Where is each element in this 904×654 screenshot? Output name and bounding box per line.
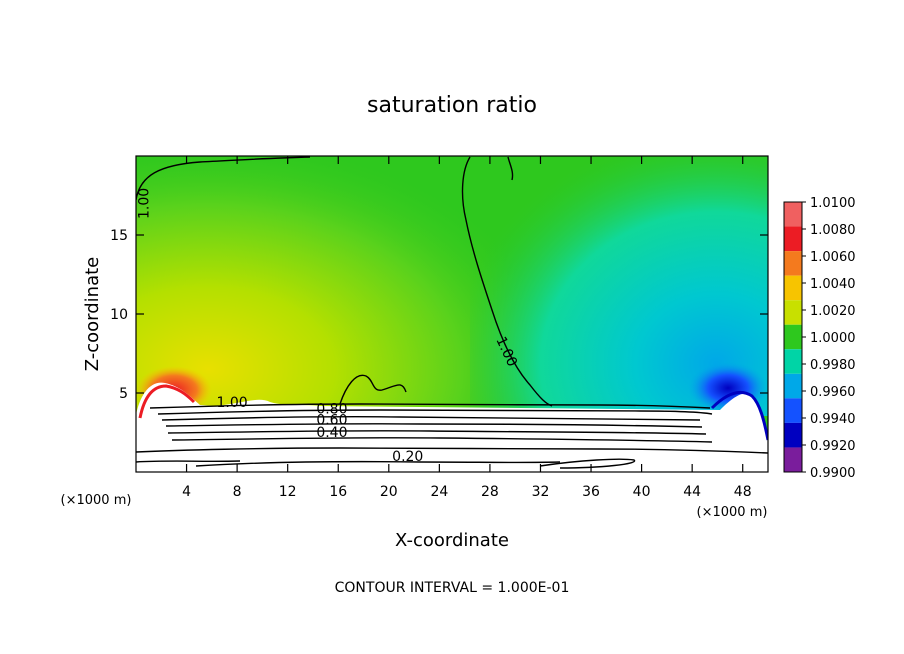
colorbar-label: 1.0000 (810, 331, 856, 346)
colorbar-swatch (784, 300, 802, 325)
colorbar-swatch (784, 226, 802, 252)
x-tick-label: 36 (582, 484, 600, 500)
colorbar-label: 0.9920 (810, 439, 856, 454)
contour-label: 1.00 (137, 188, 153, 219)
colorbar-swatch (784, 447, 802, 472)
colorbar-label: 0.9980 (810, 358, 856, 373)
x-tick-label: 40 (633, 484, 651, 500)
x-tick-label: 24 (430, 484, 448, 500)
colorbar-swatch (784, 422, 802, 448)
x-tick-label: 48 (734, 484, 752, 500)
contour-label: 0.40 (316, 425, 347, 441)
colorbar-label: 1.0040 (810, 277, 856, 292)
y-axis: 5 10 15 (110, 228, 768, 402)
x-tick-label: 12 (279, 484, 297, 500)
x-tick-label: 44 (683, 484, 701, 500)
x-tick-label: 20 (380, 484, 398, 500)
y-tick-label: 5 (119, 386, 128, 402)
colorbar-label: 1.0060 (810, 250, 856, 265)
contour-label: 0.20 (392, 449, 423, 465)
x-unit-left: (×1000 m) (61, 493, 132, 508)
colorbar-swatch (784, 251, 802, 276)
y-tick-label: 15 (110, 228, 128, 244)
colorbar-label: 1.0100 (810, 196, 856, 211)
x-tick-label: 28 (481, 484, 499, 500)
x-tick-label: 4 (182, 484, 191, 500)
x-axis: 4 8 12 16 20 24 28 32 36 40 44 48 (182, 156, 752, 500)
colorbar-label: 0.9940 (810, 412, 856, 427)
x-tick-label: 32 (532, 484, 550, 500)
colorbar-swatch (784, 349, 802, 374)
contour-lines (136, 156, 768, 469)
colorbar-label: 1.0080 (810, 223, 856, 238)
colorbar-swatch (784, 324, 802, 350)
colorbar-swatch (784, 373, 802, 399)
colorbar-swatch (784, 398, 802, 423)
x-tick-label: 8 (233, 484, 242, 500)
x-tick-label: 16 (329, 484, 347, 500)
contour-interval-note: CONTOUR INTERVAL = 1.000E-01 (335, 580, 570, 596)
chart-title: saturation ratio (367, 93, 537, 118)
y-axis-label: Z-coordinate (82, 257, 103, 372)
contour-label: 0.60 (316, 413, 347, 429)
x-axis-label: X-coordinate (395, 530, 509, 551)
colorbar-label: 1.0020 (810, 304, 856, 319)
x-unit-right: (×1000 m) (697, 505, 768, 520)
colorbar-swatch (784, 202, 802, 227)
colorbar: 1.0100 1.0080 1.0060 1.0040 1.0020 1.0000 0.99… (783, 196, 856, 481)
colorbar-label: 0.9900 (810, 466, 856, 481)
colorbar-label: 0.9960 (810, 385, 856, 400)
contour-label: 0.80 (316, 402, 347, 418)
contour-label: 1.00 (216, 395, 247, 411)
y-tick-label: 10 (110, 307, 128, 323)
colorbar-swatch (784, 275, 802, 301)
